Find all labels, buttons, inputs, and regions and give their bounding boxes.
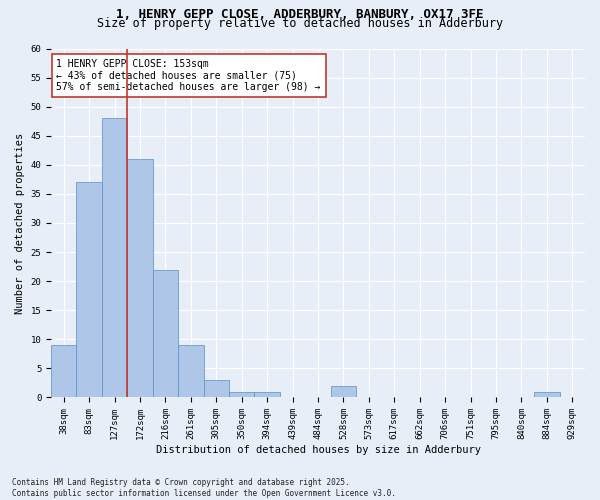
Bar [229,392,254,398]
Bar [203,380,229,398]
Bar [76,182,102,398]
Bar [534,392,560,398]
Bar [51,345,76,398]
Bar [153,270,178,398]
Text: 1, HENRY GEPP CLOSE, ADDERBURY, BANBURY, OX17 3FE: 1, HENRY GEPP CLOSE, ADDERBURY, BANBURY,… [116,8,484,20]
Text: Size of property relative to detached houses in Adderbury: Size of property relative to detached ho… [97,18,503,30]
Bar [127,159,153,398]
X-axis label: Distribution of detached houses by size in Adderbury: Distribution of detached houses by size … [155,445,481,455]
Bar [331,386,356,398]
Text: 1 HENRY GEPP CLOSE: 153sqm
← 43% of detached houses are smaller (75)
57% of semi: 1 HENRY GEPP CLOSE: 153sqm ← 43% of deta… [56,59,321,92]
Bar [178,345,203,398]
Text: Contains HM Land Registry data © Crown copyright and database right 2025.
Contai: Contains HM Land Registry data © Crown c… [12,478,396,498]
Y-axis label: Number of detached properties: Number of detached properties [15,132,25,314]
Bar [102,118,127,398]
Bar [254,392,280,398]
